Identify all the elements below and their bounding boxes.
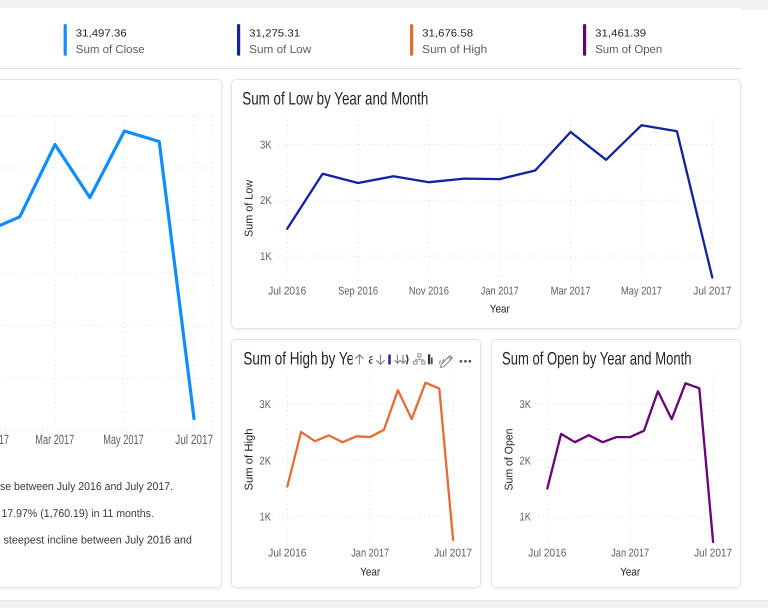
- svg-text:Sum of Close: Sum of Close: [76, 44, 145, 56]
- svg-text:31,461.39: 31,461.39: [595, 29, 646, 40]
- svg-text:May 2017: May 2017: [621, 286, 662, 298]
- svg-text:Jan 2017: Jan 2017: [351, 548, 389, 560]
- svg-text:Sum of Low: Sum of Low: [249, 44, 312, 56]
- svg-text:Jan 2017: Jan 2017: [611, 548, 649, 560]
- svg-text:Jan 2017: Jan 2017: [0, 432, 9, 447]
- svg-text:3K: 3K: [520, 399, 532, 411]
- svg-text:2K: 2K: [260, 455, 272, 467]
- svg-text:Sum of Open by Year and Month: Sum of Open by Year and Month: [502, 349, 692, 369]
- svg-text:a: a: [368, 352, 376, 367]
- svg-text:Sum of High: Sum of High: [422, 44, 487, 56]
- svg-text:2K: 2K: [260, 195, 272, 207]
- svg-text:Jul 2017: Jul 2017: [694, 548, 732, 560]
- svg-text:Year: Year: [620, 567, 640, 579]
- svg-text:steepest incline between July: steepest incline between July 2016 and: [4, 535, 192, 547]
- svg-text:Sep 2016: Sep 2016: [338, 286, 378, 298]
- svg-text:31,676.58: 31,676.58: [422, 29, 473, 40]
- svg-text:Sum of Open: Sum of Open: [504, 429, 516, 491]
- svg-text:Sum of Low by Year and Month: Sum of Low by Year and Month: [242, 88, 428, 108]
- svg-text:31,275.31: 31,275.31: [249, 29, 300, 40]
- svg-text:17.97% (1,760.19) in 11 months: 17.97% (1,760.19) in 11 months.: [2, 508, 154, 520]
- svg-text:Jul 2016: Jul 2016: [268, 286, 306, 298]
- svg-text:Mar 2017: Mar 2017: [551, 286, 591, 298]
- svg-text:Jul 2017: Jul 2017: [434, 548, 472, 560]
- svg-text:Mar 2017: Mar 2017: [35, 432, 74, 447]
- svg-text:1K: 1K: [260, 512, 272, 524]
- svg-text:31,497.36: 31,497.36: [76, 29, 127, 40]
- svg-text:Jul 2016: Jul 2016: [528, 548, 566, 560]
- svg-text:1K: 1K: [260, 251, 272, 263]
- svg-text:Jul 2017: Jul 2017: [175, 432, 213, 447]
- svg-text:May 2017: May 2017: [103, 432, 144, 447]
- svg-text:3K: 3K: [260, 139, 272, 151]
- svg-text:Sum of High by Year and Month: Sum of High by Year and Month: [243, 349, 433, 369]
- svg-text:Sum of Low: Sum of Low: [244, 179, 256, 237]
- svg-text:Jan 2017: Jan 2017: [481, 286, 519, 298]
- svg-text:Year: Year: [490, 304, 510, 316]
- svg-text:1K: 1K: [520, 512, 532, 524]
- svg-text:Sum of Open: Sum of Open: [595, 44, 662, 56]
- svg-text:Year: Year: [360, 567, 380, 579]
- svg-text:3K: 3K: [260, 399, 272, 411]
- svg-text:Jul 2017: Jul 2017: [693, 286, 731, 298]
- svg-text:Jul 2016: Jul 2016: [268, 548, 306, 560]
- svg-text:2K: 2K: [520, 455, 532, 467]
- svg-text:Sum of High: Sum of High: [244, 429, 256, 491]
- svg-text:se between July 2016 and July: se between July 2016 and July 2017.: [0, 481, 173, 493]
- svg-text:Nov 2016: Nov 2016: [409, 286, 449, 298]
